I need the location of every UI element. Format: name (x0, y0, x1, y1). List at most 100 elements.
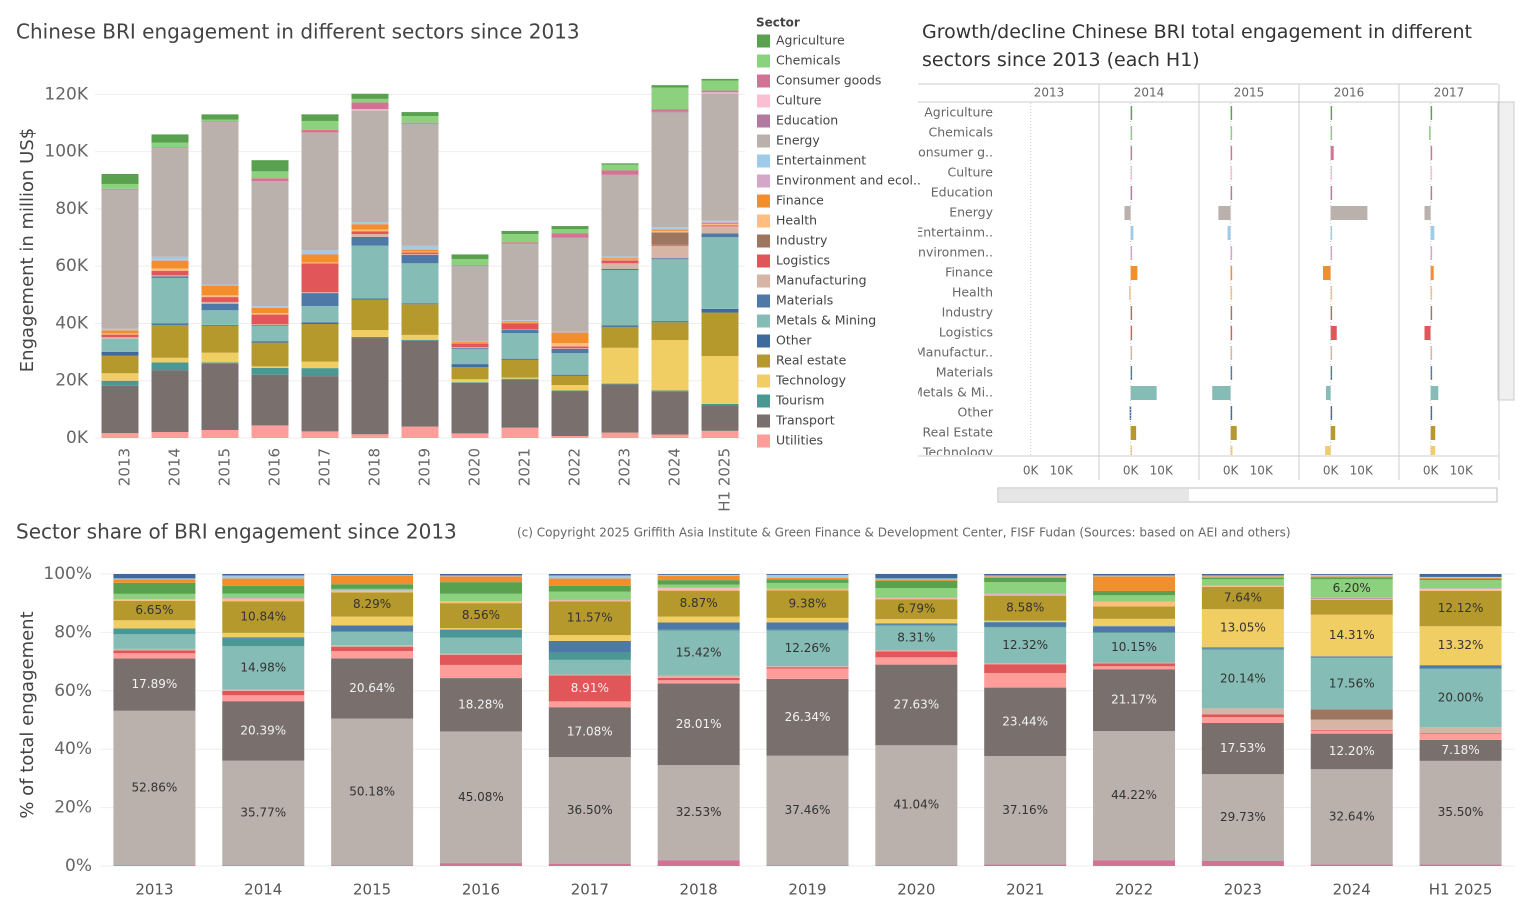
bar-segment (1310, 577, 1393, 580)
bar-segment (301, 305, 339, 323)
bar (1230, 406, 1233, 420)
scrollbar-thumb[interactable] (999, 489, 1189, 501)
bar-segment (1093, 631, 1176, 633)
x-tick-label: 2016 (462, 881, 500, 899)
bar (1330, 146, 1334, 160)
bar-segment (101, 329, 139, 331)
bar (1330, 346, 1333, 360)
bar-segment (439, 654, 522, 665)
y-axis-title: % of total engagement (17, 611, 38, 818)
data-label: 9.38% (788, 597, 826, 611)
bar-segment (651, 390, 689, 392)
bar (1130, 306, 1133, 320)
bar-segment (766, 667, 849, 669)
data-label: 7.64% (1224, 591, 1262, 605)
bar-segment (401, 340, 439, 427)
x-tick-label: 2015 (353, 881, 391, 899)
bar-segment (651, 259, 689, 322)
data-label: 17.89% (132, 677, 178, 691)
bar-segment (113, 574, 196, 579)
bar-segment (1310, 729, 1393, 731)
bar-segment (401, 304, 439, 335)
bar-segment (101, 355, 139, 374)
bar-segment (251, 425, 289, 438)
bar-segment (766, 574, 849, 578)
bar-segment (501, 320, 539, 322)
data-label: 29.73% (1220, 810, 1266, 824)
bar-segment (151, 268, 189, 271)
bar-segment (984, 756, 1067, 865)
bar-segment (251, 178, 289, 182)
bar-segment (451, 265, 489, 341)
y-tick-label: 80K (55, 199, 89, 219)
bar-segment (222, 865, 305, 866)
bar (1212, 386, 1231, 400)
bar-segment (701, 403, 739, 406)
legend-swatch (757, 294, 770, 308)
bar-segment (351, 223, 389, 225)
bar-segment (1310, 733, 1393, 770)
bar-segment (101, 189, 139, 329)
bar-segment (351, 245, 389, 299)
bar-segment (451, 347, 489, 349)
data-label: 37.16% (1002, 803, 1048, 817)
bar-segment (601, 270, 639, 326)
data-label: 37.46% (785, 803, 831, 817)
bar-segment (1093, 662, 1176, 664)
bar-segment (548, 585, 631, 592)
scrollbar[interactable] (1497, 101, 1515, 401)
bar-segment (439, 575, 522, 577)
bar (1130, 186, 1133, 200)
bar-segment (451, 433, 489, 438)
legend-label: Metals & Mining (776, 313, 876, 328)
bar-segment (1419, 588, 1502, 590)
bar-segment (984, 575, 1067, 577)
x-tick-label: 2023 (616, 448, 634, 486)
bar-segment (151, 148, 189, 257)
bar-segment (657, 677, 740, 681)
bar-segment (548, 701, 631, 708)
x-tick-label: 2015 (216, 448, 234, 486)
bar-segment (701, 430, 739, 438)
bar-segment (151, 275, 189, 277)
bar-segment (1419, 626, 1502, 666)
panel-header: 2013 (1034, 86, 1065, 100)
bar-segment (1201, 585, 1284, 586)
bar-segment (331, 646, 414, 652)
legend-label: Tourism (775, 393, 824, 408)
bar (1330, 166, 1333, 180)
x-tick-label: 2018 (366, 448, 384, 486)
x-tick-label: 2019 (416, 448, 434, 486)
bar-segment (1093, 595, 1176, 602)
bar-segment (222, 695, 305, 702)
bar-segment (401, 254, 439, 255)
row-label: Energy (949, 205, 993, 220)
bar-segment (301, 368, 339, 377)
bar (1130, 266, 1138, 280)
x-tick-label: 2024 (666, 448, 684, 486)
panel-header: 2015 (1234, 86, 1265, 100)
bar-segment (501, 359, 539, 378)
legend-label: Real estate (776, 353, 847, 368)
bar (1326, 386, 1331, 400)
bar-segment (201, 121, 239, 123)
bar-segment (151, 134, 189, 143)
legend-label: Culture (776, 93, 822, 108)
bar (1330, 246, 1333, 260)
x-tick-label: 10K (1350, 464, 1374, 478)
bar-segment (101, 351, 139, 356)
legend-label: Logistics (776, 253, 830, 268)
bar-segment (501, 243, 539, 321)
bar-segment (1201, 609, 1284, 648)
bar-segment (551, 346, 589, 349)
data-label: 12.26% (785, 641, 831, 655)
bar-segment (401, 254, 439, 264)
bar-segment (351, 234, 389, 237)
bar-segment (601, 174, 639, 257)
bar-segment (548, 659, 631, 675)
bar-segment (651, 85, 689, 88)
bar-segment (331, 718, 414, 866)
bar (1227, 226, 1231, 240)
bar-segment (301, 253, 339, 255)
bar (1430, 366, 1433, 380)
